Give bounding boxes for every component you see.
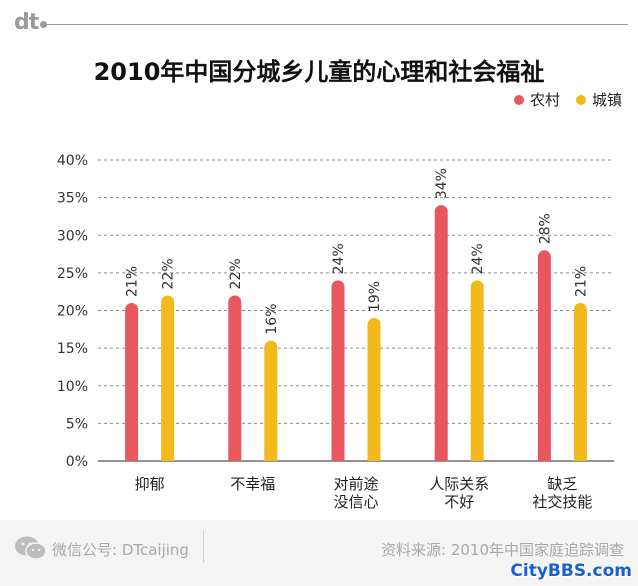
top-rule [40,21,628,28]
y-tick-label: 30% [57,228,88,244]
brand-logo: dt [14,10,39,35]
bar-chart: 0% 5% 10% 15% 20% 25% 30% 35% 40% 21% 22% 抑郁 22% 16% 不… [57,153,614,511]
bar-base [125,454,139,461]
data-label: 19% [367,281,383,312]
y-tick-label: 40% [57,153,88,169]
bar [470,280,484,461]
legend-item-urban: 城镇 [575,89,622,110]
data-label: 34% [434,168,450,199]
bar-base [228,454,242,461]
y-tick-label: 5% [66,416,88,432]
bar-base [573,454,587,461]
data-label: 16% [264,303,280,334]
data-label: 24% [331,243,347,274]
x-tick-label: 社交技能 [532,493,592,511]
bar [161,295,175,461]
legend-label-rural: 农村 [529,91,560,109]
bar [434,205,448,461]
data-label: 22% [161,258,177,289]
y-tick-label: 15% [57,341,88,357]
bar [573,302,587,461]
footer-bar [0,520,638,586]
y-tick-label: 10% [57,379,88,395]
data-label: 22% [228,258,244,289]
data-label: 21% [573,266,589,297]
bar [264,340,278,461]
x-tick-label: 缺乏 [547,475,577,493]
bar [125,302,139,461]
x-tick-label: 不好 [444,493,474,511]
legend-dot-rural [513,94,524,105]
bar [228,295,242,461]
data-label: 28% [537,213,553,244]
x-tick-label: 抑郁 [135,475,165,493]
bar-base [161,454,175,461]
y-tick-label: 25% [57,266,88,282]
x-tick-label: 对前途 [333,475,378,493]
bar [537,250,551,461]
bar-base [537,454,551,461]
x-tick-label: 人际关系 [429,475,489,493]
footer-source: 资料来源: 2010年中国家庭追踪调查 [381,541,624,559]
wechat-icon [15,536,47,560]
footer-wechat-account: 微信公号: DTcaijing [52,541,189,559]
y-tick-label: 35% [57,191,88,207]
bar-base [434,454,448,461]
chart-title: 2010年中国分城乡儿童的心理和社会福祉 [93,58,545,86]
bar [367,318,381,461]
bar-base [264,454,278,461]
watermark: CityBBS.com [510,561,632,581]
legend-item-rural: 农村 [513,89,560,110]
legend-label-urban: 城镇 [591,91,622,109]
y-tick-label: 0% [66,454,88,470]
legend: 农村 城镇 [513,89,622,110]
data-label: 24% [470,243,486,274]
data-label: 21% [125,266,141,297]
x-tick-label: 没信心 [333,493,378,511]
footer-divider [203,531,204,563]
bar [331,280,345,461]
legend-dot-urban [575,94,586,105]
bar-base [367,454,381,461]
bar-base [470,454,484,461]
y-tick-label: 20% [57,304,88,320]
bar-base [331,454,345,461]
x-tick-label: 不幸福 [230,475,275,493]
